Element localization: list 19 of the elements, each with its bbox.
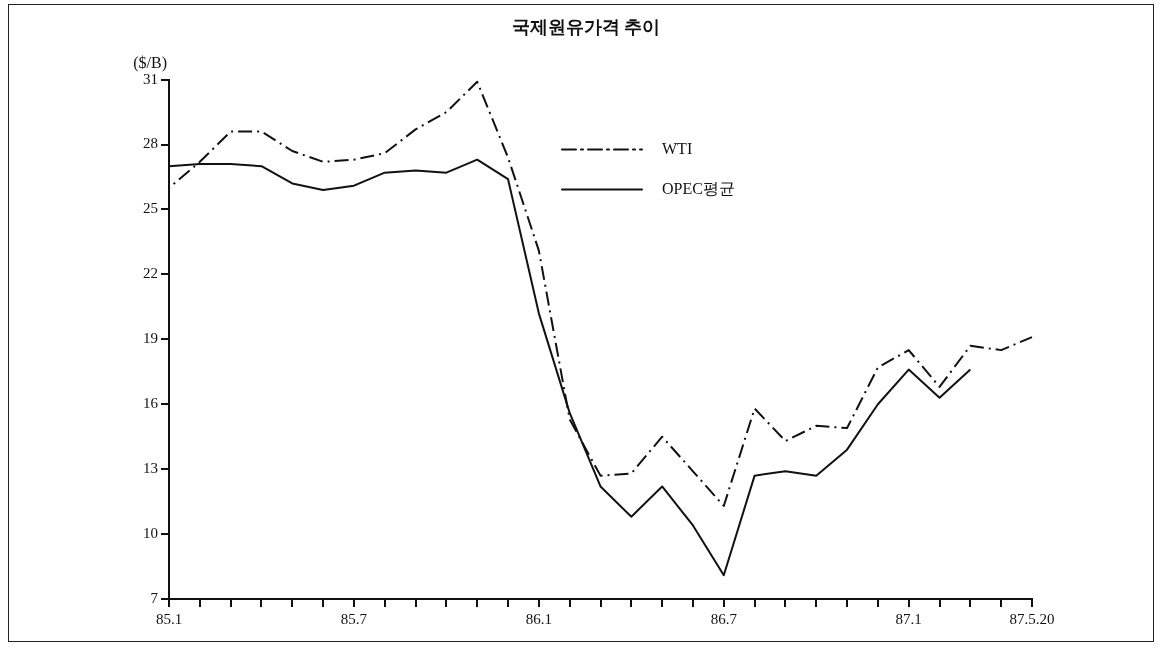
chart-title: 국제원유가격 추이 <box>511 17 661 38</box>
y-axis-title: ($/B) <box>133 53 167 72</box>
x-tick-label: 86.7 <box>710 610 738 627</box>
y-tick-label: 22 <box>143 265 158 282</box>
y-tick-label: 13 <box>143 460 158 477</box>
y-tick-label: 31 <box>143 70 158 87</box>
x-tick-label: 85.1 <box>155 610 183 627</box>
y-tick-label: 28 <box>143 135 158 152</box>
y-tick-label: 7 <box>150 589 159 606</box>
x-tick-label: 86.1 <box>525 610 552 627</box>
y-tick-label: 10 <box>143 525 158 542</box>
x-tick-label: 87.5.20 <box>1009 610 1055 627</box>
legend-label: WTI <box>662 139 693 157</box>
y-tick-label: 19 <box>143 330 158 347</box>
y-tick-label: 16 <box>143 395 159 412</box>
legend-label: OPEC평균 <box>662 179 735 197</box>
x-tick-label: 85.7 <box>340 610 368 627</box>
y-tick-label: 25 <box>143 200 158 217</box>
x-tick-label: 87.1 <box>895 610 922 627</box>
